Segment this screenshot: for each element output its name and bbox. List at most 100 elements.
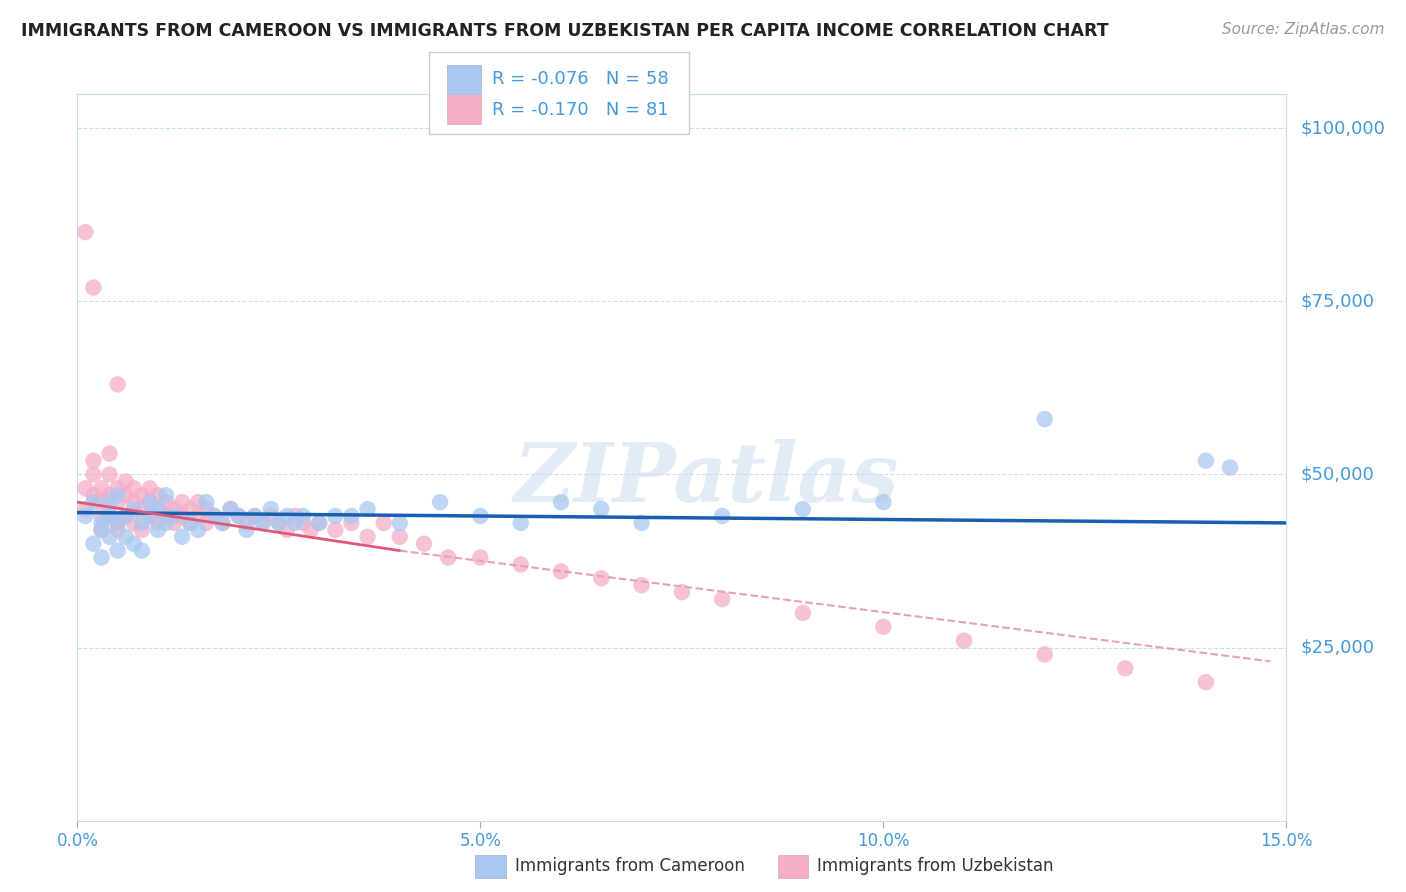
Point: [630, 578, 652, 592]
Point: [90, 523, 112, 537]
Point: [340, 516, 363, 530]
Point: [202, 508, 225, 523]
Point: [146, 502, 169, 516]
Point: [872, 495, 894, 509]
Point: [114, 508, 136, 523]
Point: [82, 280, 104, 294]
Point: [550, 565, 572, 579]
Point: [284, 516, 307, 530]
Point: [98, 488, 121, 502]
Point: [139, 508, 162, 523]
Point: [98, 530, 121, 544]
Point: [122, 481, 145, 495]
Point: [470, 508, 492, 523]
Point: [591, 571, 613, 585]
Point: [228, 508, 250, 523]
Point: [179, 516, 201, 530]
Point: [276, 508, 298, 523]
Point: [75, 508, 97, 523]
Point: [90, 523, 112, 537]
Point: [243, 508, 266, 523]
Point: [195, 516, 218, 530]
Point: [356, 530, 378, 544]
Point: [671, 585, 693, 599]
Point: [139, 481, 162, 495]
Point: [146, 488, 169, 502]
Point: [243, 508, 266, 523]
Point: [139, 495, 162, 509]
Point: [292, 516, 315, 530]
Point: [107, 481, 129, 495]
Text: Source: ZipAtlas.com: Source: ZipAtlas.com: [1222, 22, 1385, 37]
Point: [90, 550, 112, 565]
Point: [131, 543, 153, 558]
Point: [82, 537, 104, 551]
Point: [107, 516, 129, 530]
Point: [139, 508, 162, 523]
Point: [90, 495, 112, 509]
Point: [260, 508, 283, 523]
Point: [172, 495, 194, 509]
Point: [211, 516, 233, 530]
Point: [187, 495, 209, 509]
Point: [114, 475, 136, 489]
Point: [388, 530, 411, 544]
Point: [267, 516, 290, 530]
Point: [155, 508, 177, 523]
Point: [953, 633, 976, 648]
Point: [90, 481, 112, 495]
Point: [82, 488, 104, 502]
Point: [284, 508, 307, 523]
Point: [187, 523, 209, 537]
Point: [252, 516, 274, 530]
Point: [267, 516, 290, 530]
Point: [509, 516, 531, 530]
Point: [323, 523, 346, 537]
Point: [211, 516, 233, 530]
Point: [356, 502, 378, 516]
Point: [172, 530, 194, 544]
Point: [107, 543, 129, 558]
Point: [146, 523, 169, 537]
Point: [323, 508, 346, 523]
Point: [114, 530, 136, 544]
Point: [155, 495, 177, 509]
Point: [179, 516, 201, 530]
Point: [235, 523, 257, 537]
Text: Immigrants from Cameroon: Immigrants from Cameroon: [515, 857, 744, 875]
Point: [146, 516, 169, 530]
Point: [187, 508, 209, 523]
Point: [437, 550, 460, 565]
Point: [98, 447, 121, 461]
Point: [219, 502, 242, 516]
Point: [107, 495, 129, 509]
Point: [260, 502, 283, 516]
Point: [299, 523, 322, 537]
Point: [429, 495, 451, 509]
Point: [90, 508, 112, 523]
Point: [1219, 460, 1241, 475]
Point: [340, 508, 363, 523]
Point: [114, 488, 136, 502]
Point: [131, 502, 153, 516]
Point: [82, 467, 104, 482]
Point: [107, 523, 129, 537]
Point: [131, 523, 153, 537]
Point: [163, 502, 186, 516]
Point: [163, 508, 186, 523]
Point: [122, 537, 145, 551]
Point: [75, 225, 97, 239]
Point: [122, 502, 145, 516]
Point: [1195, 675, 1218, 690]
Point: [1195, 453, 1218, 467]
Point: [90, 516, 112, 530]
Point: [550, 495, 572, 509]
Point: [308, 516, 330, 530]
Point: [792, 606, 814, 620]
Point: [388, 516, 411, 530]
Point: [1033, 648, 1056, 662]
Point: [195, 502, 218, 516]
Point: [163, 516, 186, 530]
Point: [235, 516, 257, 530]
Text: $25,000: $25,000: [1301, 639, 1375, 657]
